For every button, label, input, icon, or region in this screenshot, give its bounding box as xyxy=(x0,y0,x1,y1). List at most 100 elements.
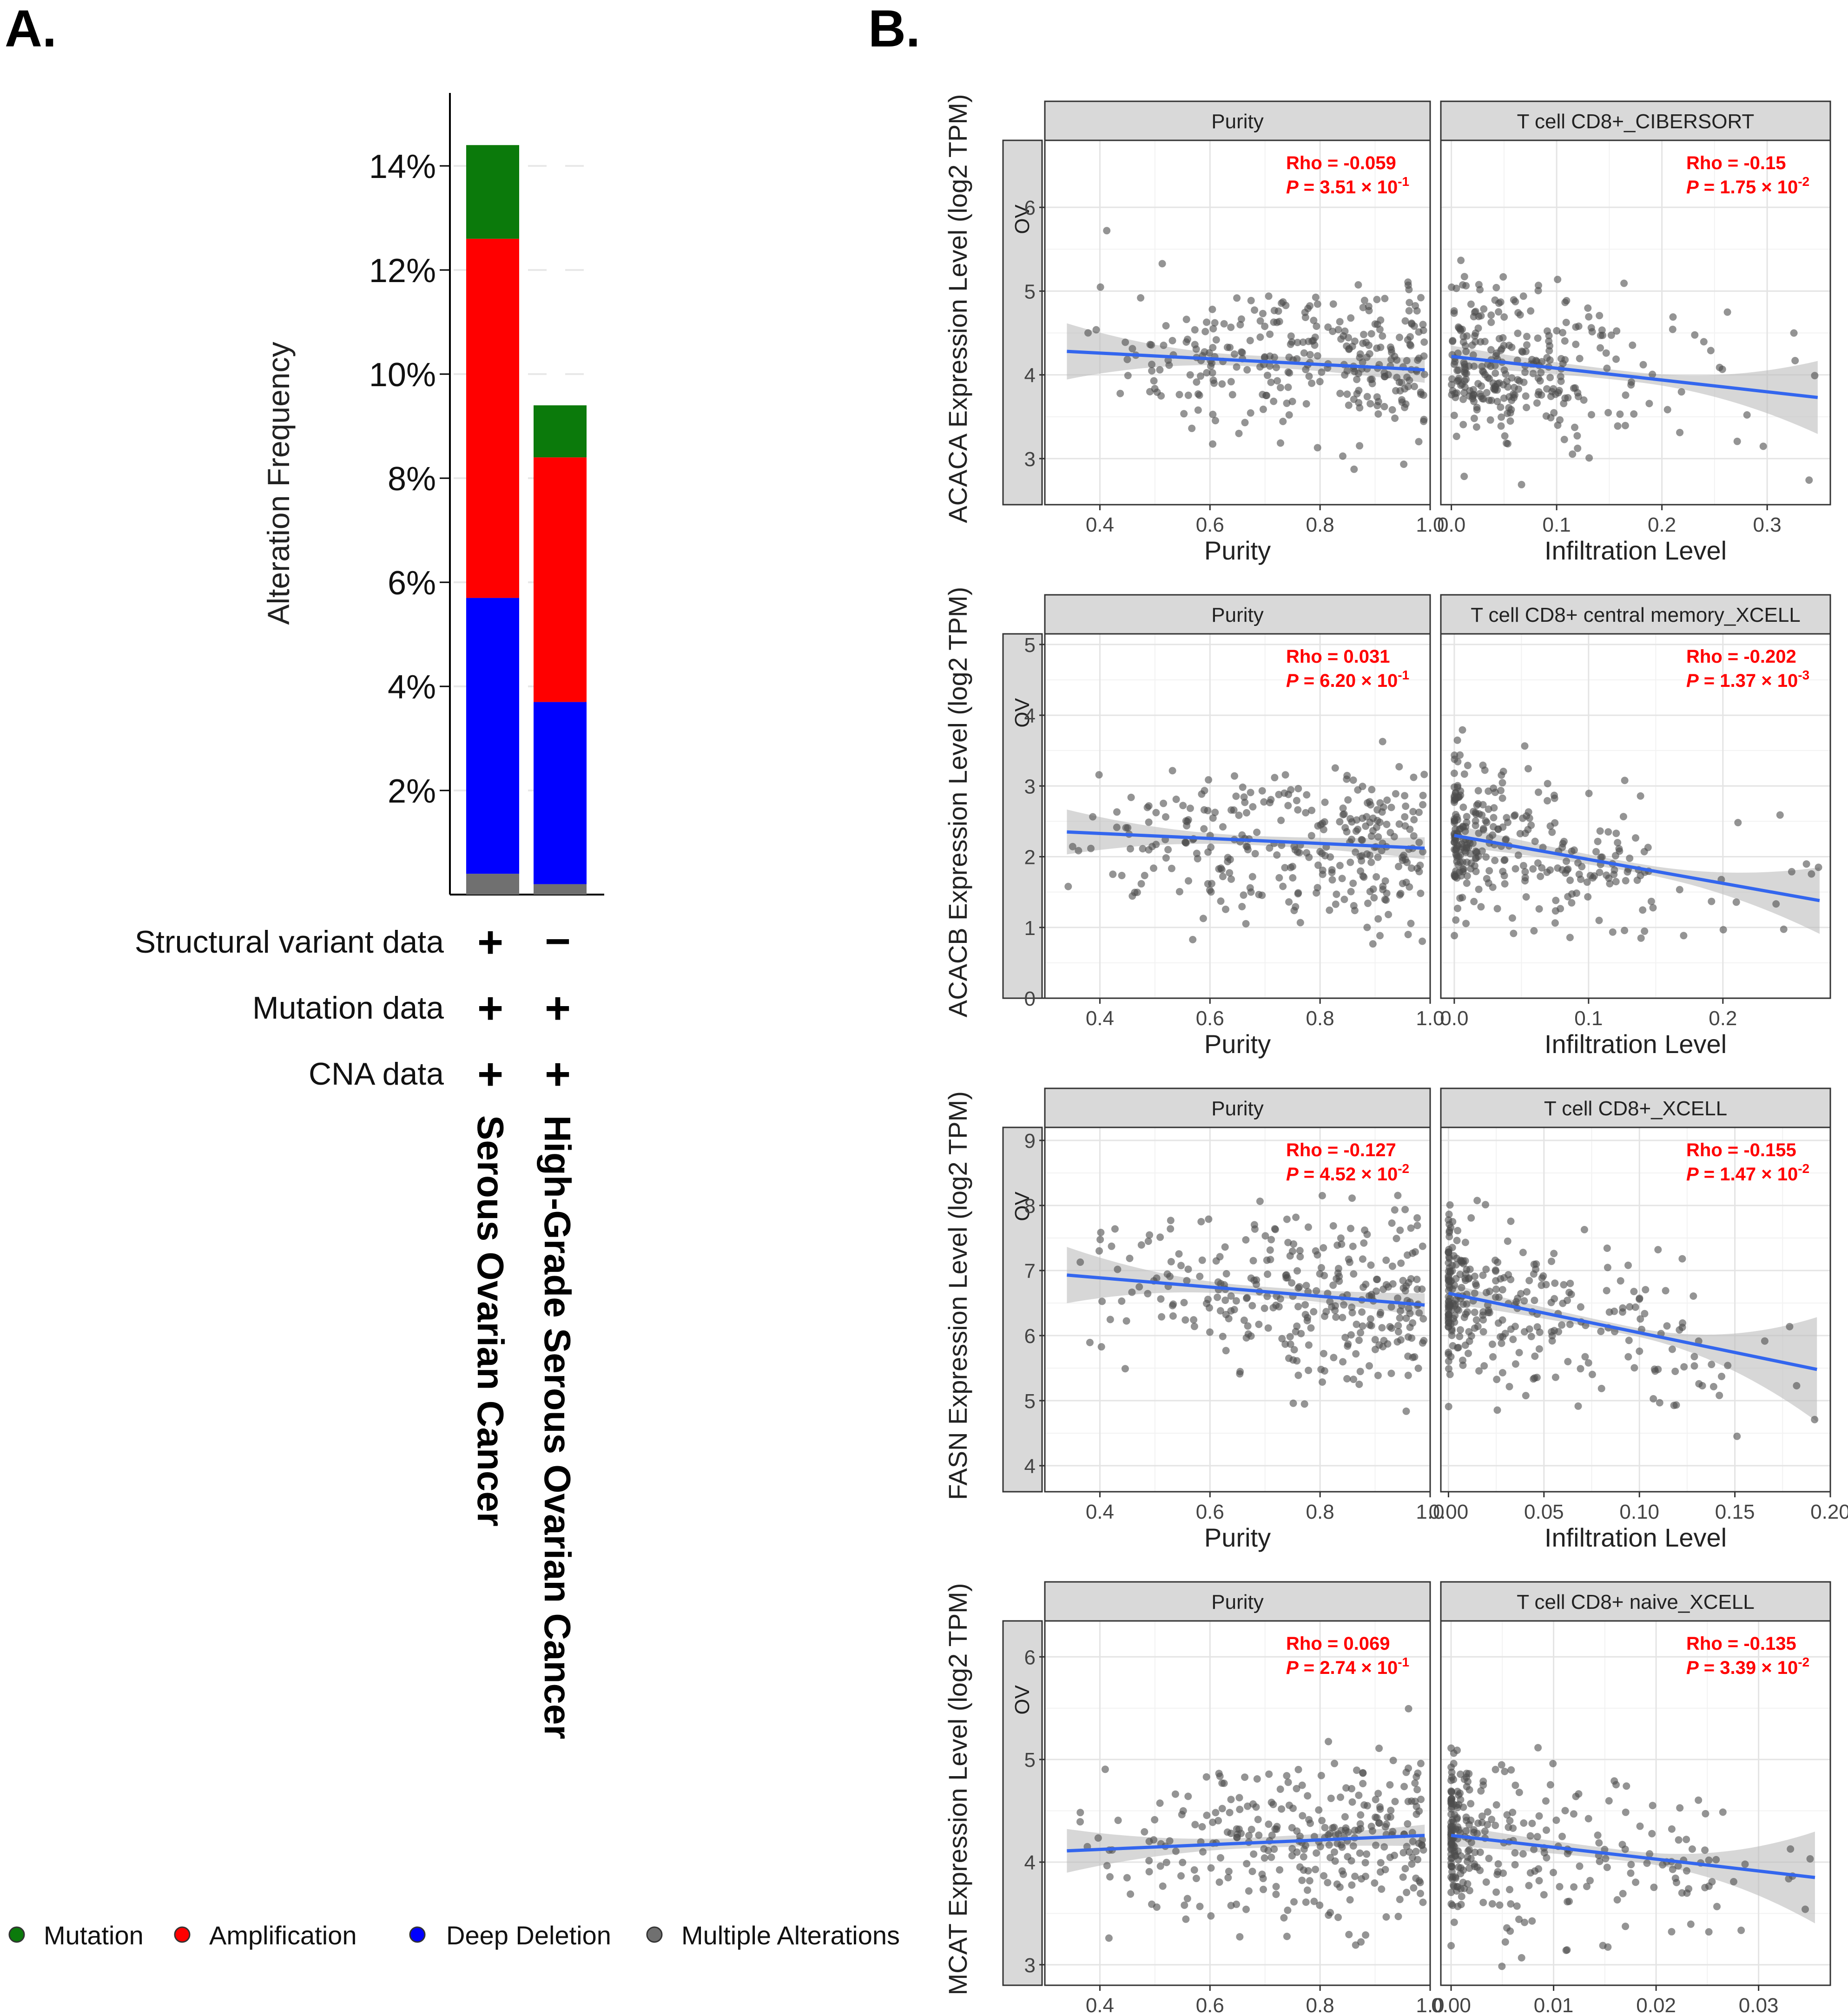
data-point xyxy=(1454,816,1461,824)
data-point xyxy=(1511,1360,1519,1368)
bar-segment-deep-deletion xyxy=(534,702,587,884)
data-point xyxy=(1535,788,1542,796)
data-point xyxy=(1501,1938,1509,1946)
data-point xyxy=(1216,1307,1224,1315)
data-point xyxy=(1474,787,1482,795)
data-point xyxy=(1293,1322,1301,1330)
data-point xyxy=(1650,1883,1658,1891)
data-point xyxy=(1347,314,1355,322)
regression-line xyxy=(1454,834,1820,902)
data-point xyxy=(1272,1890,1280,1898)
data-point xyxy=(1336,389,1344,397)
data-point xyxy=(1588,411,1595,419)
data-point xyxy=(1393,1338,1401,1346)
data-point xyxy=(1417,1759,1425,1767)
data-point xyxy=(1171,1790,1179,1798)
y-tick-label: 7 xyxy=(1024,1260,1036,1283)
data-point xyxy=(1447,1224,1455,1231)
data-point xyxy=(1507,1766,1515,1774)
data-point xyxy=(1338,1867,1346,1875)
scatter-row-4: MCAT Expression Level (log2 TPM) OVPurity… xyxy=(943,1581,1831,2015)
data-point xyxy=(1378,1324,1386,1332)
data-point xyxy=(1191,326,1199,334)
data-point xyxy=(1209,1818,1217,1826)
data-point xyxy=(1294,1267,1301,1275)
data-point xyxy=(1291,846,1299,854)
data-point xyxy=(1620,279,1628,287)
y-tick-label: 0 xyxy=(1024,988,1036,1010)
data-point xyxy=(1359,1769,1367,1777)
data-point xyxy=(1296,919,1304,927)
data-point xyxy=(1321,798,1329,806)
data-point xyxy=(1402,1768,1410,1776)
data-point xyxy=(1539,1272,1547,1280)
data-point xyxy=(1504,1237,1511,1245)
data-point xyxy=(1214,1278,1222,1286)
data-point xyxy=(1690,1292,1697,1300)
data-point xyxy=(1377,1309,1385,1317)
data-point xyxy=(1321,1824,1329,1831)
data-point xyxy=(1568,899,1576,907)
data-point xyxy=(1574,393,1582,401)
row-strip-label: OV xyxy=(1011,698,1034,728)
data-point xyxy=(1350,1270,1358,1278)
data-point xyxy=(1351,368,1359,375)
data-point xyxy=(1087,844,1095,852)
data-point xyxy=(1445,1281,1453,1289)
data-point xyxy=(1222,1310,1230,1318)
data-point xyxy=(1551,1295,1558,1303)
data-point xyxy=(1182,1915,1190,1923)
data-point xyxy=(1452,1261,1460,1269)
data-point xyxy=(1399,1277,1407,1284)
data-point xyxy=(1359,783,1366,790)
data-point xyxy=(1410,832,1418,840)
data-point xyxy=(1175,888,1183,896)
data-point xyxy=(1279,417,1287,425)
panel-a-bars xyxy=(466,145,587,895)
data-point xyxy=(1231,350,1238,358)
data-point xyxy=(1456,1332,1464,1340)
data-point xyxy=(1550,1869,1557,1877)
data-point xyxy=(1221,1243,1229,1251)
data-point xyxy=(1471,1289,1478,1297)
x-tick-label: 0.8 xyxy=(1306,1007,1334,1030)
data-point xyxy=(1595,916,1603,924)
data-point xyxy=(1144,1238,1152,1245)
data-point xyxy=(1463,813,1471,821)
data-point xyxy=(1288,1279,1296,1287)
data-point xyxy=(1548,1328,1556,1336)
data-point xyxy=(1603,1287,1610,1295)
data-point xyxy=(1451,755,1459,763)
data-point xyxy=(1189,935,1197,943)
data-point xyxy=(1401,792,1409,800)
data-point xyxy=(1648,1830,1656,1837)
x-axis-label: Infiltration Level xyxy=(1544,1523,1727,1552)
data-point xyxy=(1294,785,1302,792)
data-point xyxy=(1334,326,1342,334)
data-point xyxy=(1294,806,1302,814)
data-point xyxy=(1360,330,1367,338)
data-point xyxy=(1284,1906,1292,1914)
data-point xyxy=(1221,1297,1229,1304)
data-point xyxy=(1454,904,1461,912)
data-point xyxy=(1235,429,1243,437)
data-point xyxy=(1542,1797,1550,1805)
x-axis-label: Purity xyxy=(1204,536,1271,565)
data-point xyxy=(1324,1879,1332,1887)
data-point xyxy=(1457,1326,1464,1334)
data-point xyxy=(1283,1772,1291,1780)
facet-frame xyxy=(1044,1126,1431,1493)
data-point xyxy=(1542,412,1550,420)
data-point xyxy=(1206,1328,1214,1336)
data-point xyxy=(1404,1820,1412,1828)
data-point xyxy=(1511,1849,1519,1857)
data-point xyxy=(1594,1831,1602,1839)
legend-marker-amplification xyxy=(174,1926,191,1943)
data-point xyxy=(1236,1933,1244,1941)
data-point xyxy=(1363,813,1371,821)
data-point xyxy=(1337,1793,1344,1801)
data-point xyxy=(1516,830,1524,837)
data-point xyxy=(1414,1364,1422,1372)
data-point xyxy=(1445,1365,1452,1373)
data-point xyxy=(1215,1878,1223,1886)
